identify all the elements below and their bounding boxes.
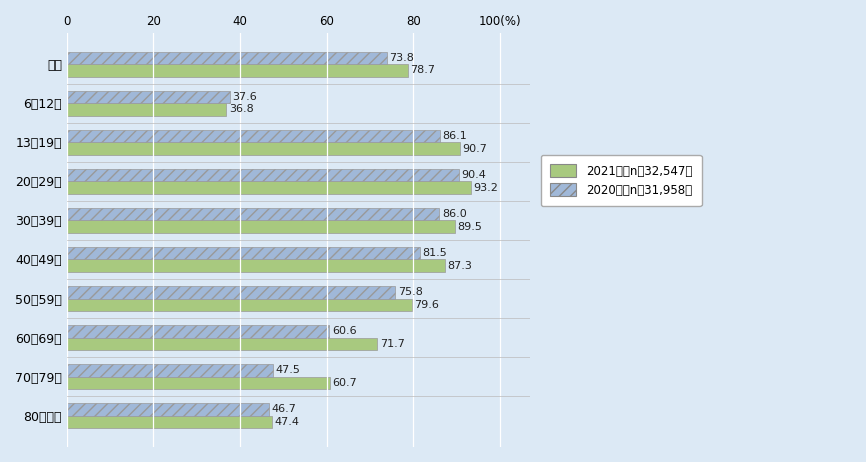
Text: 87.3: 87.3 xyxy=(448,261,473,271)
Bar xyxy=(67,91,229,103)
Text: 75.8: 75.8 xyxy=(397,287,423,297)
Bar xyxy=(67,260,445,272)
Text: 47.5: 47.5 xyxy=(275,365,301,375)
Bar xyxy=(67,377,330,389)
Text: 78.7: 78.7 xyxy=(410,66,436,75)
Bar xyxy=(67,182,471,194)
Text: 90.7: 90.7 xyxy=(462,144,488,153)
Text: 79.6: 79.6 xyxy=(414,300,439,310)
Bar xyxy=(67,416,272,428)
Text: 37.6: 37.6 xyxy=(232,92,257,102)
Bar xyxy=(67,64,408,77)
Text: 46.7: 46.7 xyxy=(272,404,297,414)
Text: 60.6: 60.6 xyxy=(332,326,357,336)
Text: 36.8: 36.8 xyxy=(229,104,254,115)
Bar xyxy=(67,364,273,377)
Bar xyxy=(67,220,455,233)
Text: 86.1: 86.1 xyxy=(443,131,468,141)
Legend: 2021年（n＝32,547）, 2020年（n＝31,958）: 2021年（n＝32,547）, 2020年（n＝31,958） xyxy=(541,155,701,207)
Text: 60.7: 60.7 xyxy=(333,378,357,388)
Text: 86.0: 86.0 xyxy=(442,209,467,219)
Bar xyxy=(67,169,458,182)
Text: 71.7: 71.7 xyxy=(380,339,405,349)
Text: 81.5: 81.5 xyxy=(423,248,448,258)
Text: 73.8: 73.8 xyxy=(389,53,414,63)
Bar xyxy=(67,298,411,311)
Bar xyxy=(67,142,460,155)
Text: 89.5: 89.5 xyxy=(457,222,482,231)
Text: 93.2: 93.2 xyxy=(474,182,498,193)
Bar xyxy=(67,338,378,350)
Bar xyxy=(67,103,226,116)
Bar xyxy=(67,286,395,298)
Bar xyxy=(67,247,420,260)
Text: 47.4: 47.4 xyxy=(275,417,300,427)
Bar xyxy=(67,130,440,142)
Bar xyxy=(67,325,329,338)
Bar xyxy=(67,403,269,416)
Bar xyxy=(67,208,439,220)
Text: 90.4: 90.4 xyxy=(461,170,486,180)
Bar xyxy=(67,52,386,64)
